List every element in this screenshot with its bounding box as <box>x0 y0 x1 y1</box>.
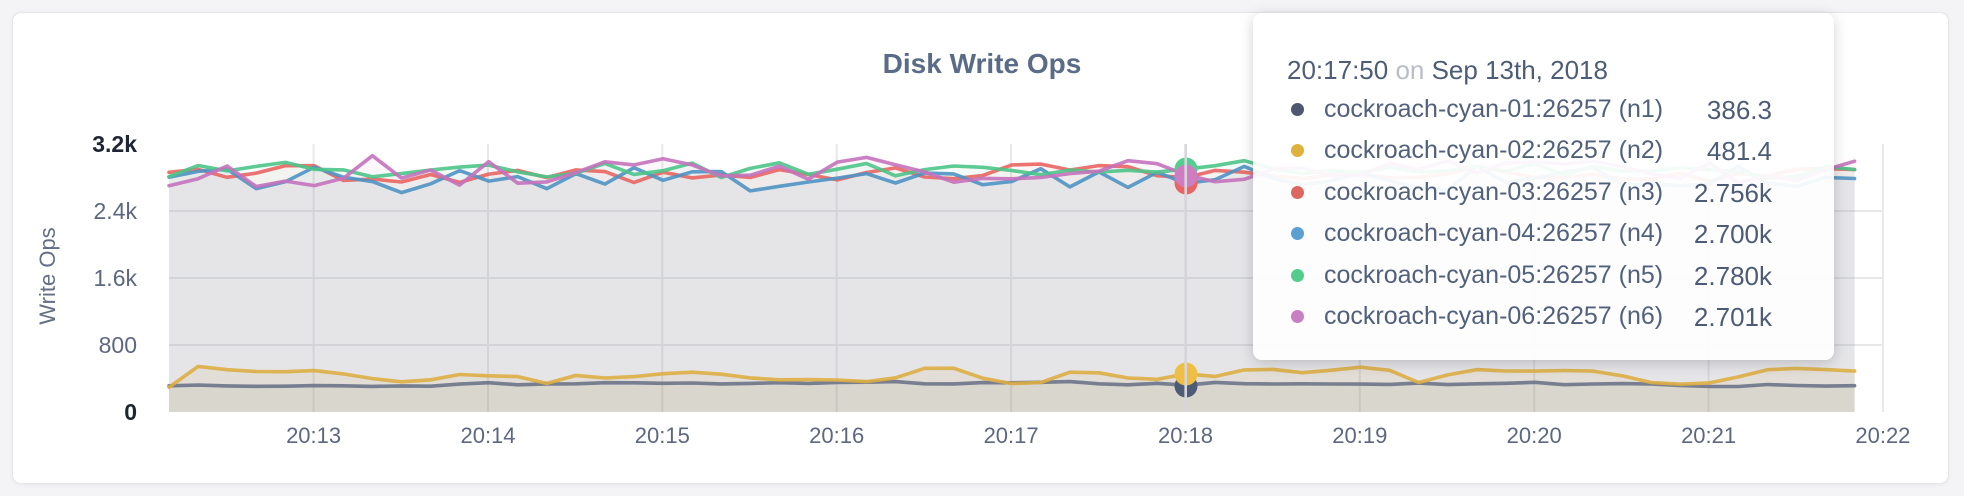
svg-text:20:21: 20:21 <box>1681 423 1736 448</box>
svg-text:2.4k: 2.4k <box>94 198 138 224</box>
svg-text:20:14: 20:14 <box>460 423 515 448</box>
svg-text:20:15: 20:15 <box>635 423 690 448</box>
svg-text:20:20: 20:20 <box>1507 423 1562 448</box>
svg-text:20:22: 20:22 <box>1855 423 1910 448</box>
svg-text:800: 800 <box>99 332 137 358</box>
svg-text:20:13: 20:13 <box>286 423 341 448</box>
svg-text:0: 0 <box>124 399 137 425</box>
svg-text:20:19: 20:19 <box>1332 423 1387 448</box>
svg-text:20:16: 20:16 <box>809 423 864 448</box>
svg-text:20:18: 20:18 <box>1158 423 1213 448</box>
svg-text:Write Ops: Write Ops <box>35 227 60 324</box>
svg-text:1.6k: 1.6k <box>94 265 138 291</box>
svg-text:20:17: 20:17 <box>984 423 1039 448</box>
svg-text:3.2k: 3.2k <box>92 131 137 157</box>
